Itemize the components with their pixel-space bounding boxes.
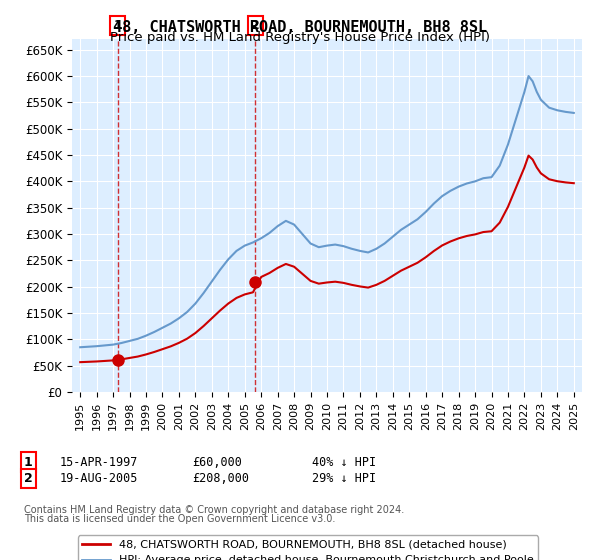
Text: 1: 1 — [113, 19, 122, 32]
Text: 40% ↓ HPI: 40% ↓ HPI — [312, 455, 376, 469]
Text: 19-AUG-2005: 19-AUG-2005 — [60, 472, 139, 486]
Text: 1: 1 — [24, 455, 33, 469]
Text: £208,000: £208,000 — [192, 472, 249, 486]
Text: £60,000: £60,000 — [192, 455, 242, 469]
Text: Price paid vs. HM Land Registry's House Price Index (HPI): Price paid vs. HM Land Registry's House … — [110, 31, 490, 44]
Text: Contains HM Land Registry data © Crown copyright and database right 2024.: Contains HM Land Registry data © Crown c… — [24, 505, 404, 515]
Text: 15-APR-1997: 15-APR-1997 — [60, 455, 139, 469]
Legend: 48, CHATSWORTH ROAD, BOURNEMOUTH, BH8 8SL (detached house), HPI: Average price, : 48, CHATSWORTH ROAD, BOURNEMOUTH, BH8 8S… — [77, 535, 538, 560]
Text: 48, CHATSWORTH ROAD, BOURNEMOUTH, BH8 8SL: 48, CHATSWORTH ROAD, BOURNEMOUTH, BH8 8S… — [113, 20, 487, 35]
Text: 2: 2 — [251, 19, 259, 32]
Text: This data is licensed under the Open Government Licence v3.0.: This data is licensed under the Open Gov… — [24, 514, 335, 524]
Text: 2: 2 — [24, 472, 33, 486]
Text: 29% ↓ HPI: 29% ↓ HPI — [312, 472, 376, 486]
